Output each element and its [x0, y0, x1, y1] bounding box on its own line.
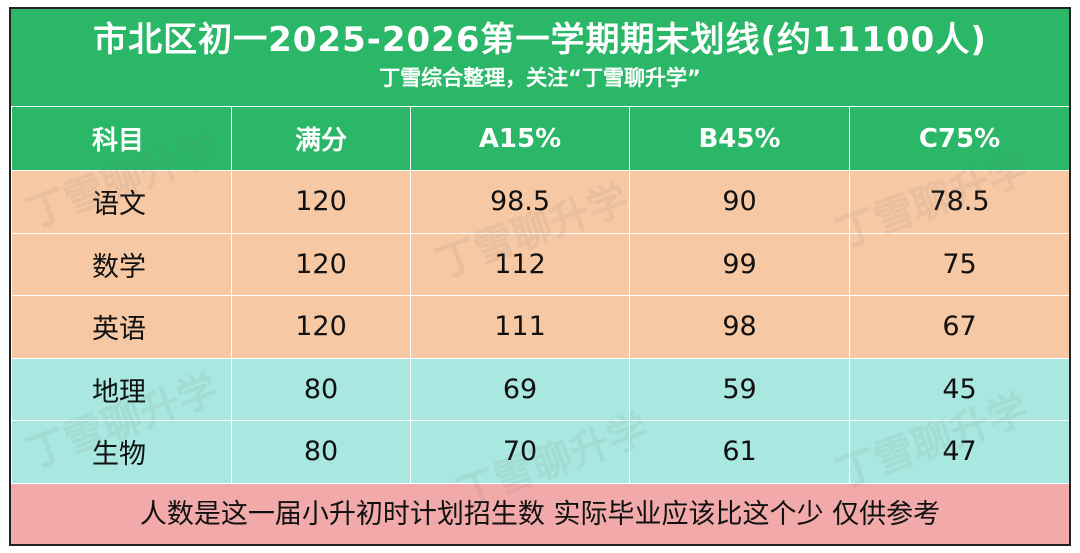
subject-cell: 英语	[11, 295, 232, 359]
full-score-cell: 120	[231, 170, 411, 234]
page-subtitle: 丁雪综合整理，关注“丁雪聊升学”	[379, 66, 701, 90]
column-header-c75: C75%	[849, 106, 1069, 171]
table-row: 数学 120 112 99 75	[11, 232, 1069, 296]
c75-cell: 78.5	[849, 170, 1069, 234]
b45-cell: 61	[629, 420, 850, 484]
column-header-full-score: 满分	[231, 106, 411, 171]
column-header-a15: A15%	[410, 106, 630, 171]
header: 市北区初一2025-2026第一学期期末划线(约11100人) 丁雪综合整理，关…	[11, 9, 1069, 106]
cutoff-table: 科目 满分 A15% B45% C75% 语文 120 98.5 90 78.5…	[11, 106, 1069, 484]
table-row: 英语 120 111 98 67	[11, 295, 1069, 359]
a15-cell: 111	[410, 295, 630, 359]
a15-cell: 70	[410, 420, 630, 484]
table-row: 地理 80 69 59 45	[11, 357, 1069, 421]
b45-cell: 99	[629, 232, 850, 296]
subject-cell: 生物	[11, 420, 232, 484]
footer-note: 人数是这一届小升初时计划招生数 实际毕业应该比这个少 仅供参考	[11, 483, 1069, 544]
b45-cell: 59	[629, 357, 850, 421]
subject-cell: 地理	[11, 357, 232, 421]
table-header-row: 科目 满分 A15% B45% C75%	[11, 106, 1069, 171]
subject-cell: 语文	[11, 170, 232, 234]
c75-cell: 67	[849, 295, 1069, 359]
subject-cell: 数学	[11, 232, 232, 296]
c75-cell: 45	[849, 357, 1069, 421]
c75-cell: 75	[849, 232, 1069, 296]
table-row: 生物 80 70 61 47	[11, 420, 1069, 484]
full-score-cell: 120	[231, 295, 411, 359]
b45-cell: 90	[629, 170, 850, 234]
column-header-subject: 科目	[11, 106, 232, 171]
full-score-cell: 80	[231, 420, 411, 484]
score-cutoff-card: 市北区初一2025-2026第一学期期末划线(约11100人) 丁雪综合整理，关…	[9, 7, 1071, 546]
full-score-cell: 120	[231, 232, 411, 296]
a15-cell: 69	[410, 357, 630, 421]
c75-cell: 47	[849, 420, 1069, 484]
b45-cell: 98	[629, 295, 850, 359]
table-row: 语文 120 98.5 90 78.5	[11, 170, 1069, 234]
full-score-cell: 80	[231, 357, 411, 421]
a15-cell: 112	[410, 232, 630, 296]
page-title: 市北区初一2025-2026第一学期期末划线(约11100人)	[93, 20, 987, 60]
column-header-b45: B45%	[629, 106, 850, 171]
a15-cell: 98.5	[410, 170, 630, 234]
